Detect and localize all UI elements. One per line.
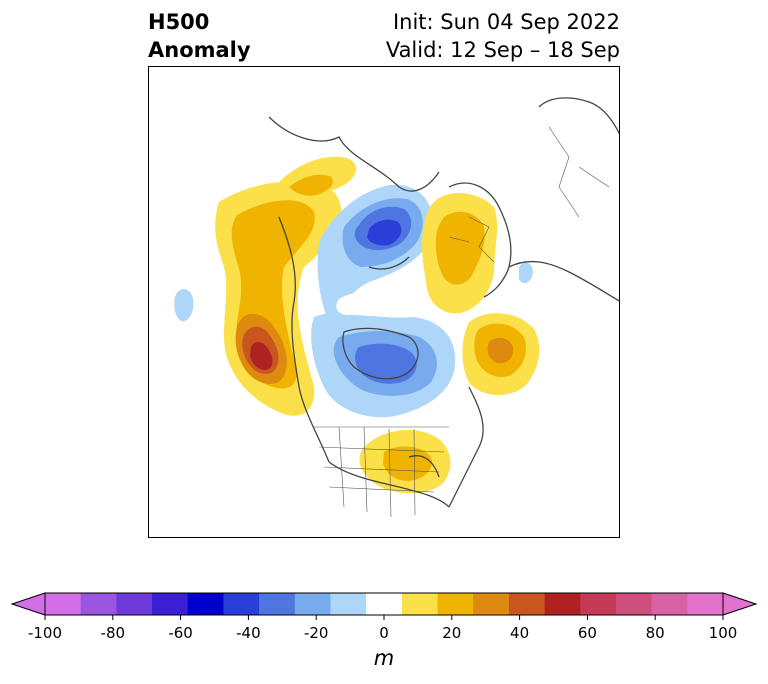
colorbar-segment: [294, 593, 331, 615]
colorbar-min-arrow: [10, 592, 46, 616]
colorbar-tick-label: -20: [303, 624, 329, 642]
title-variable: H500: [148, 10, 210, 34]
east-ridge-40: [487, 337, 514, 364]
colorbar-segment: [401, 593, 439, 615]
colorbar-segments: [45, 593, 724, 615]
colorbar-tick-label: 40: [510, 624, 530, 642]
polar-trough-50: [367, 219, 402, 246]
borders: [314, 126, 610, 518]
colorbar-tick-label: -40: [236, 624, 261, 642]
colorbar-segment: [366, 593, 403, 615]
colorbar-segment: [437, 593, 474, 615]
colorbar-segment: [651, 593, 688, 615]
colorbar-segment: [259, 593, 296, 615]
anomaly-shading: [174, 156, 540, 494]
map-title: H500 Anomaly: [148, 8, 251, 64]
us-ridge-20: [383, 446, 432, 481]
colorbar: [0, 585, 768, 665]
polar-gap: [336, 291, 427, 318]
colorbar-segment: [580, 593, 617, 615]
init-date: Init: Sun 04 Sep 2022: [392, 10, 620, 34]
asia-blob: [519, 262, 533, 284]
colorbar-segment: [615, 593, 653, 615]
colorbar-segment: [687, 593, 724, 615]
colorbar-tick-label: 80: [645, 624, 665, 642]
colorbar-segment: [45, 593, 82, 615]
colorbar-tick-label: -100: [27, 624, 63, 642]
title-kind: Anomaly: [148, 38, 251, 62]
colorbar-svg: [10, 592, 758, 620]
pacific-blob: [174, 288, 194, 322]
colorbar-tick-label: 20: [442, 624, 462, 642]
west-ridge-60: [250, 341, 273, 370]
coastlines: [268, 97, 619, 508]
colorbar-segment: [508, 593, 546, 615]
colorbar-segment: [187, 593, 224, 615]
colorbar-ticks: [44, 615, 724, 620]
colorbar-tick-label: 0: [379, 624, 389, 642]
valid-range: Valid: 12 Sep – 18 Sep: [385, 38, 620, 62]
colorbar-segment: [80, 593, 117, 615]
map-dates: Init: Sun 04 Sep 2022 Valid: 12 Sep – 18…: [386, 8, 620, 64]
europe-ridge-20: [435, 211, 485, 285]
alaska-ridge-core: [289, 174, 334, 196]
colorbar-segment: [223, 593, 260, 615]
colorbar-segment: [152, 593, 189, 615]
colorbar-max-arrow: [722, 592, 758, 616]
colorbar-segment: [116, 593, 153, 615]
colorbar-segment: [544, 593, 581, 615]
colorbar-unit: m: [373, 646, 395, 670]
colorbar-tick-label: -80: [100, 624, 126, 642]
colorbar-tick-label: 60: [577, 624, 597, 642]
colorbar-segment: [473, 593, 510, 615]
colorbar-segment: [330, 593, 367, 615]
anomaly-map: [148, 66, 620, 538]
canada-trough-40: [355, 343, 417, 384]
colorbar-tick-label: -60: [168, 624, 193, 642]
map-canvas: [174, 97, 619, 518]
colorbar-tick-label: 100: [708, 624, 738, 642]
